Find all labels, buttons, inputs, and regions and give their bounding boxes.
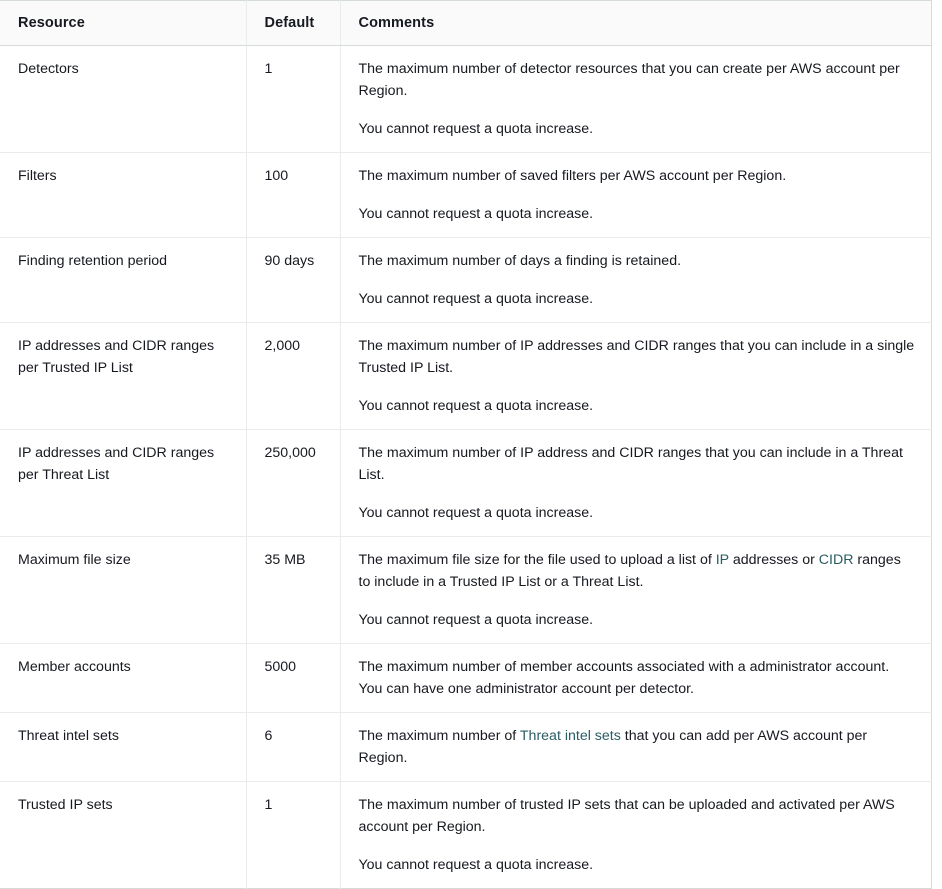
cell-comments: The maximum number of member accounts as… [340,643,931,713]
cell-comments: The maximum number of IP addresses and C… [340,322,931,430]
cell-resource: Finding retention period [0,237,247,323]
table-row: IP addresses and CIDR ranges per Threat … [0,429,931,537]
cell-default-value: 1 [246,45,341,153]
table-row: Filters 100 The maximum number of saved fi… [0,152,931,238]
cell-default-value: 5000 [246,643,341,713]
comment-paragraph: The maximum file size for the file used … [358,552,901,590]
comment-paragraph: The maximum number of detector resources… [358,61,900,99]
table-body: Detectors 1 The maximum number of detector… [0,45,931,889]
comment-paragraph: The maximum number of IP address and CID… [358,445,903,483]
comment-paragraph: You cannot request a quota increase. [358,121,594,137]
cell-resource: Filters [0,152,247,238]
cell-default-value: 1 [246,781,341,889]
column-header-default: Default [246,0,341,46]
cell-resource: Member accounts [0,643,247,713]
cell-default-value: 6 [246,712,341,782]
cell-resource: Maximum file size [0,536,247,644]
column-header-comments: Comments [340,0,931,46]
cell-comments: The maximum file size for the file used … [340,536,931,644]
table-header-row: Resource Default Comments [0,0,931,46]
cell-resource: Detectors [0,45,247,153]
cell-comments: The maximum number of saved filters per … [340,152,931,238]
table-row: Threat intel sets 6 The maximum number of … [0,712,931,782]
column-header-resource: Resource [0,0,247,46]
cell-default-value: 2,000 [246,322,341,430]
cell-resource: Threat intel sets [0,712,247,782]
cell-resource: IP addresses and CIDR ranges per Threat … [0,429,247,537]
cell-comments: The maximum number of trusted IP sets th… [340,782,931,889]
cell-resource: Trusted IP sets [0,781,247,889]
cell-default-value: 100 [246,152,341,238]
cell-comments: The maximum number of Threat intel sets … [340,712,931,782]
table-row: IP addresses and CIDR ranges per Trusted… [0,322,931,430]
comment-paragraph: The maximum number of days a finding is … [358,253,682,269]
comment-paragraph: The maximum number of saved filters per … [358,168,787,184]
cell-default-value: 35 MB [246,536,341,644]
table-row: Trusted IP sets 1 The maximum number of tr… [0,781,931,889]
comment-paragraph: The maximum number of Threat intel sets … [358,728,868,766]
table-row: Maximum file size 35 MB The maximum file s… [0,536,931,644]
cell-default-value: 250,000 [246,429,341,537]
comment-paragraph: You cannot request a quota increase. [358,398,594,414]
comment-paragraph: The maximum number of IP addresses and C… [358,338,915,376]
cell-comments: The maximum number of detector resources… [340,45,931,153]
table-row: Detectors 1 The maximum number of detector… [0,45,931,153]
comment-paragraph: The maximum number of trusted IP sets th… [358,797,895,835]
table-header: Resource Default Comments [0,0,931,46]
table-row: Finding retention period 90 days The maxim… [0,237,931,323]
cell-comments: The maximum number of days a finding is … [340,237,931,323]
comment-paragraph: You cannot request a quota increase. [358,206,594,222]
cell-resource: IP addresses and CIDR ranges per Trusted… [0,322,247,430]
comment-paragraph: The maximum number of member accounts as… [358,659,890,697]
table-row: Member accounts 5000 The maximum number of… [0,643,931,713]
comment-paragraph: You cannot request a quota increase. [358,857,594,873]
comment-paragraph: You cannot request a quota increase. [358,505,594,521]
comment-paragraph: You cannot request a quota increase. [358,612,594,628]
comment-paragraph: You cannot request a quota increase. [358,291,594,307]
cell-comments: The maximum number of IP address and CID… [340,429,931,537]
cell-default-value: 90 days [246,237,341,323]
